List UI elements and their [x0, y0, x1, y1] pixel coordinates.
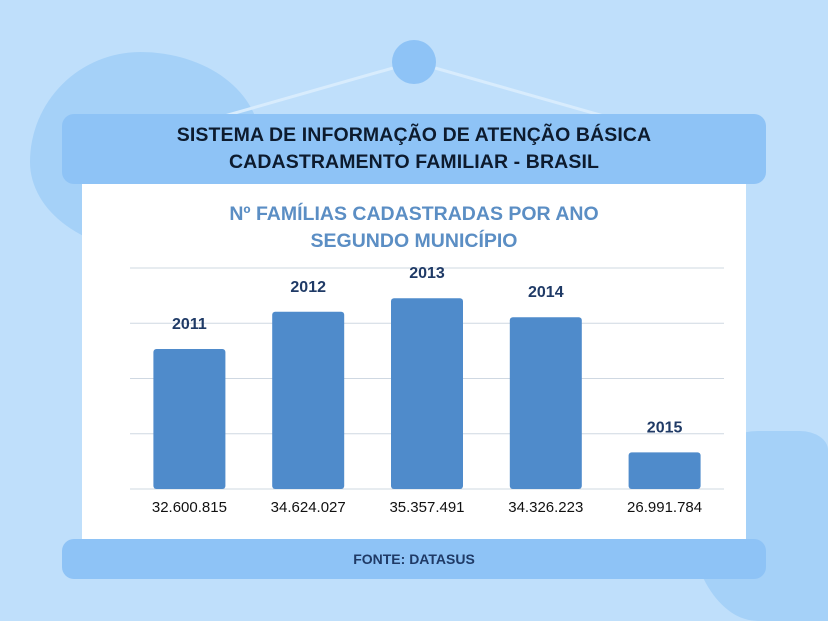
- bar-value-label-2012: 34.624.027: [271, 499, 346, 516]
- bar-category-label-2011: 2011: [172, 316, 207, 333]
- footer-banner: FONTE: DATASUS: [62, 539, 766, 579]
- bar-category-label-2013: 2013: [409, 265, 445, 282]
- bar-2015: [628, 452, 701, 489]
- header-title-line2: CADASTRAMENTO FAMILIAR - BRASIL: [229, 151, 599, 173]
- bar-value-label-2015: 26.991.784: [627, 499, 702, 516]
- bar-category-label-2015: 2015: [647, 419, 683, 436]
- chart-title-line1: Nº FAMÍLIAS CADASTRADAS POR ANO: [229, 203, 599, 225]
- footer-source: FONTE: DATASUS: [353, 551, 475, 567]
- bar-category-label-2014: 2014: [528, 284, 564, 301]
- bar-chart: 2011 32.600.815 2012 34.624.027 2013 35.357.4…: [130, 265, 724, 516]
- bar-value-label-2014: 34.326.223: [508, 499, 583, 516]
- bar-category-label-2012: 2012: [290, 279, 326, 296]
- header-banner: SISTEMA DE INFORMAÇÃO DE ATENÇÃO BÁSICA …: [62, 114, 766, 184]
- header-title-line1: SISTEMA DE INFORMAÇÃO DE ATENÇÃO BÁSICA: [176, 124, 652, 146]
- bar-2011: [153, 349, 226, 489]
- chart-title-line2: SEGUNDO MUNICÍPIO: [310, 230, 518, 252]
- bar-2014: [509, 317, 582, 489]
- bar-2012: [272, 311, 345, 489]
- bar-value-label-2013: 35.357.491: [389, 499, 464, 516]
- bar-2013: [391, 298, 463, 489]
- chart-title: Nº FAMÍLIAS CADASTRADAS POR ANO SEGUNDO …: [82, 201, 746, 255]
- bar-value-label-2011: 32.600.815: [152, 499, 227, 516]
- hanger-pin: [392, 40, 436, 84]
